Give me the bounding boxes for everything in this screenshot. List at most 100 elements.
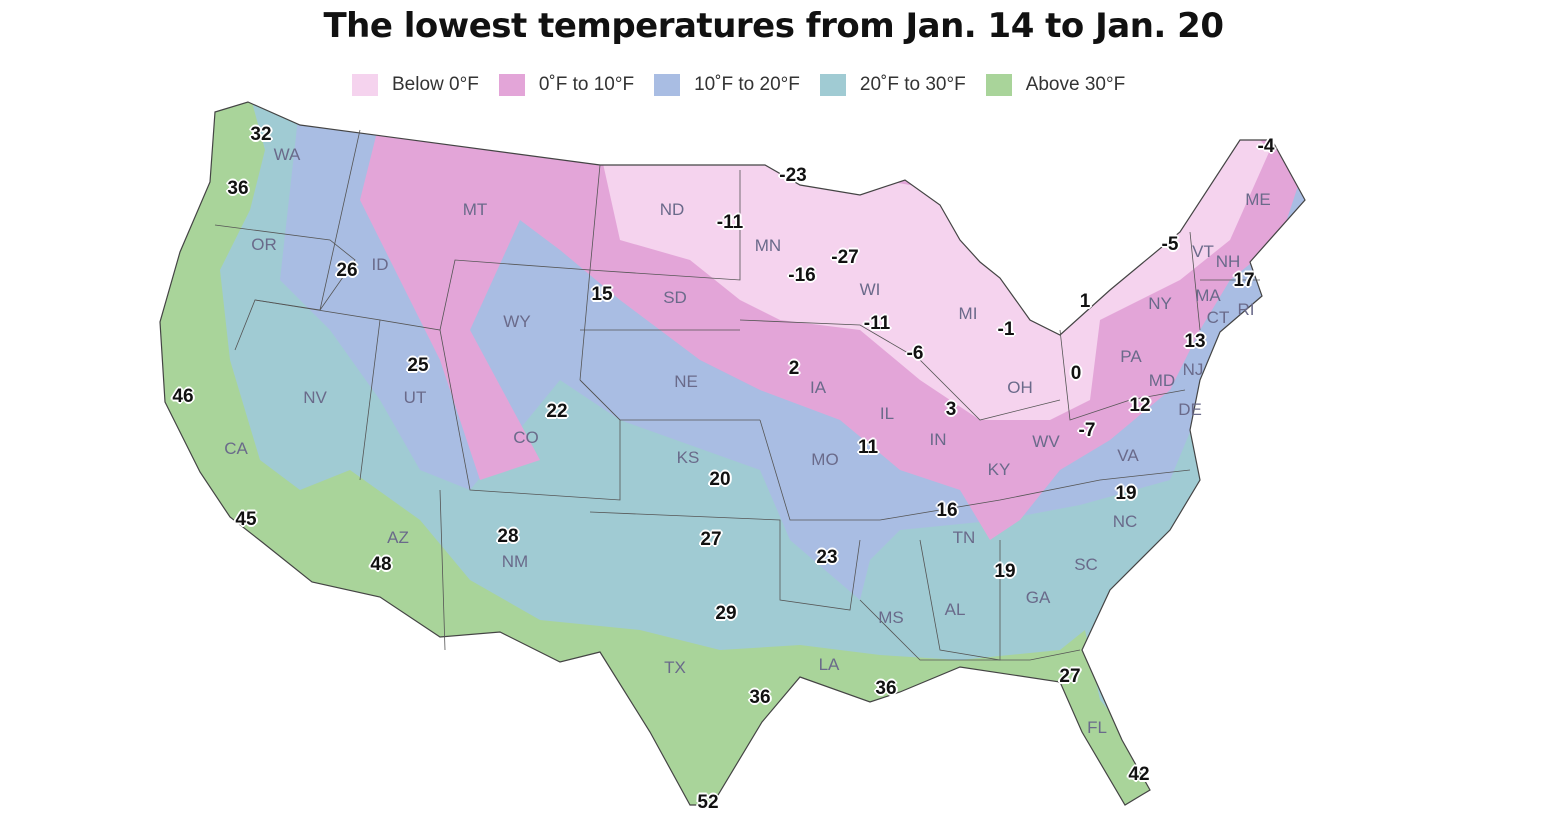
legend-swatch: [352, 74, 378, 96]
state-label: PA: [1120, 347, 1142, 366]
state-label: TX: [664, 658, 686, 677]
state-label: ME: [1245, 190, 1271, 209]
state-label: UT: [403, 388, 427, 407]
temperature-label: 46: [172, 386, 194, 407]
state-label: NV: [303, 388, 327, 407]
temperature-label: -23: [779, 165, 807, 186]
legend-label: Above 30°F: [1025, 74, 1126, 95]
state-label: KY: [987, 460, 1011, 479]
temperature-label: 23: [816, 547, 838, 568]
state-label: ID: [371, 255, 389, 274]
temperature-label: -27: [831, 247, 859, 268]
state-label: MD: [1148, 371, 1176, 390]
state-label: TN: [952, 528, 976, 547]
state-label: DE: [1178, 400, 1202, 419]
state-label: CT: [1206, 308, 1230, 327]
temperature-label: 3: [945, 399, 957, 420]
state-label: SC: [1074, 555, 1098, 574]
legend-item: 0˚F to 10°F: [498, 74, 635, 96]
state-label: OH: [1007, 378, 1033, 397]
temperature-label: -6: [906, 343, 924, 364]
temperature-label: -1: [997, 319, 1015, 340]
state-label: NE: [674, 372, 698, 391]
temperature-label: 36: [749, 687, 771, 708]
state-label: GA: [1025, 588, 1051, 607]
legend-swatch: [654, 74, 681, 96]
state-label: NJ: [1182, 360, 1204, 379]
state-label: MO: [811, 450, 839, 469]
state-label: LA: [818, 655, 840, 674]
temperature-label: -11: [716, 212, 744, 233]
state-label: OR: [251, 235, 277, 254]
temperature-label: -16: [788, 265, 816, 286]
state-label: IL: [879, 404, 895, 423]
state-label: VA: [1117, 446, 1139, 465]
temperature-label: 19: [1115, 483, 1137, 504]
legend-label: 10˚F to 20°F: [694, 74, 800, 95]
temperature-label: 42: [1128, 764, 1150, 785]
state-label: VT: [1192, 242, 1214, 261]
legend-item: 10˚F to 20°F: [654, 74, 800, 96]
temperature-label: 52: [697, 792, 719, 813]
state-label: MN: [754, 236, 782, 255]
state-label: IN: [929, 430, 947, 449]
temperature-label: 12: [1129, 395, 1151, 416]
legend-item: 20˚F to 30°F: [819, 74, 966, 96]
temperature-label: 25: [407, 355, 429, 376]
temperature-label: 22: [546, 401, 568, 422]
temperature-label: 27: [700, 529, 722, 550]
temperature-label: 48: [370, 554, 392, 575]
state-label: KS: [676, 448, 700, 467]
temperature-label: 17: [1233, 270, 1255, 291]
legend-label: Below 0°F: [392, 74, 479, 95]
legend-swatch: [985, 74, 1012, 96]
state-label: WI: [859, 280, 881, 299]
legend-swatch: [498, 74, 525, 96]
state-label: FL: [1087, 718, 1107, 737]
legend-label: 20˚F to 30°F: [859, 74, 966, 95]
temperature-label: -7: [1078, 420, 1096, 441]
state-label: WY: [503, 312, 531, 331]
temperature-label: -5: [1161, 234, 1179, 255]
state-label: WA: [273, 145, 301, 164]
temperature-label: 19: [994, 561, 1016, 582]
state-label: RI: [1237, 300, 1255, 319]
state-label: NM: [501, 552, 529, 571]
temperature-label: 26: [336, 260, 358, 281]
legend-item: Above 30°F: [985, 74, 1126, 96]
temperature-label: 13: [1184, 331, 1206, 352]
legend: Below 0°F 0˚F to 10°F 10˚F to 20°F 20˚F …: [352, 74, 1133, 96]
temperature-label: 20: [709, 469, 731, 490]
state-label: SD: [663, 288, 687, 307]
temperature-label: 28: [497, 526, 519, 547]
temperature-label: 45: [235, 509, 257, 530]
state-label: NH: [1215, 252, 1241, 271]
state-label: AL: [944, 600, 966, 619]
state-label: MT: [462, 200, 488, 219]
legend-swatch: [819, 74, 846, 96]
state-label: AZ: [387, 528, 409, 547]
temperature-label: 27: [1059, 666, 1081, 687]
state-label: MS: [878, 608, 904, 627]
temperature-label: 0: [1070, 363, 1082, 384]
temperature-label: 36: [875, 678, 897, 699]
map-title: The lowest temperatures from Jan. 14 to …: [323, 6, 1224, 46]
temperature-label: 1: [1079, 291, 1091, 312]
temperature-label: -4: [1257, 136, 1275, 157]
legend-label: 0˚F to 10°F: [538, 74, 635, 95]
state-label: IA: [809, 378, 827, 397]
temperature-label: -11: [863, 313, 891, 334]
temperature-label: 16: [936, 500, 958, 521]
state-label: NY: [1148, 294, 1172, 313]
state-label: CA: [224, 439, 248, 458]
state-label: WV: [1032, 432, 1060, 451]
legend-item: Below 0°F: [352, 74, 479, 96]
state-label: ND: [659, 200, 685, 219]
state-label: MA: [1195, 286, 1221, 305]
temperature-label: 11: [857, 437, 879, 458]
temperature-label: 32: [250, 124, 272, 145]
temperature-label: 15: [591, 284, 613, 305]
temperature-label: 29: [715, 603, 737, 624]
state-label: CO: [513, 428, 539, 447]
